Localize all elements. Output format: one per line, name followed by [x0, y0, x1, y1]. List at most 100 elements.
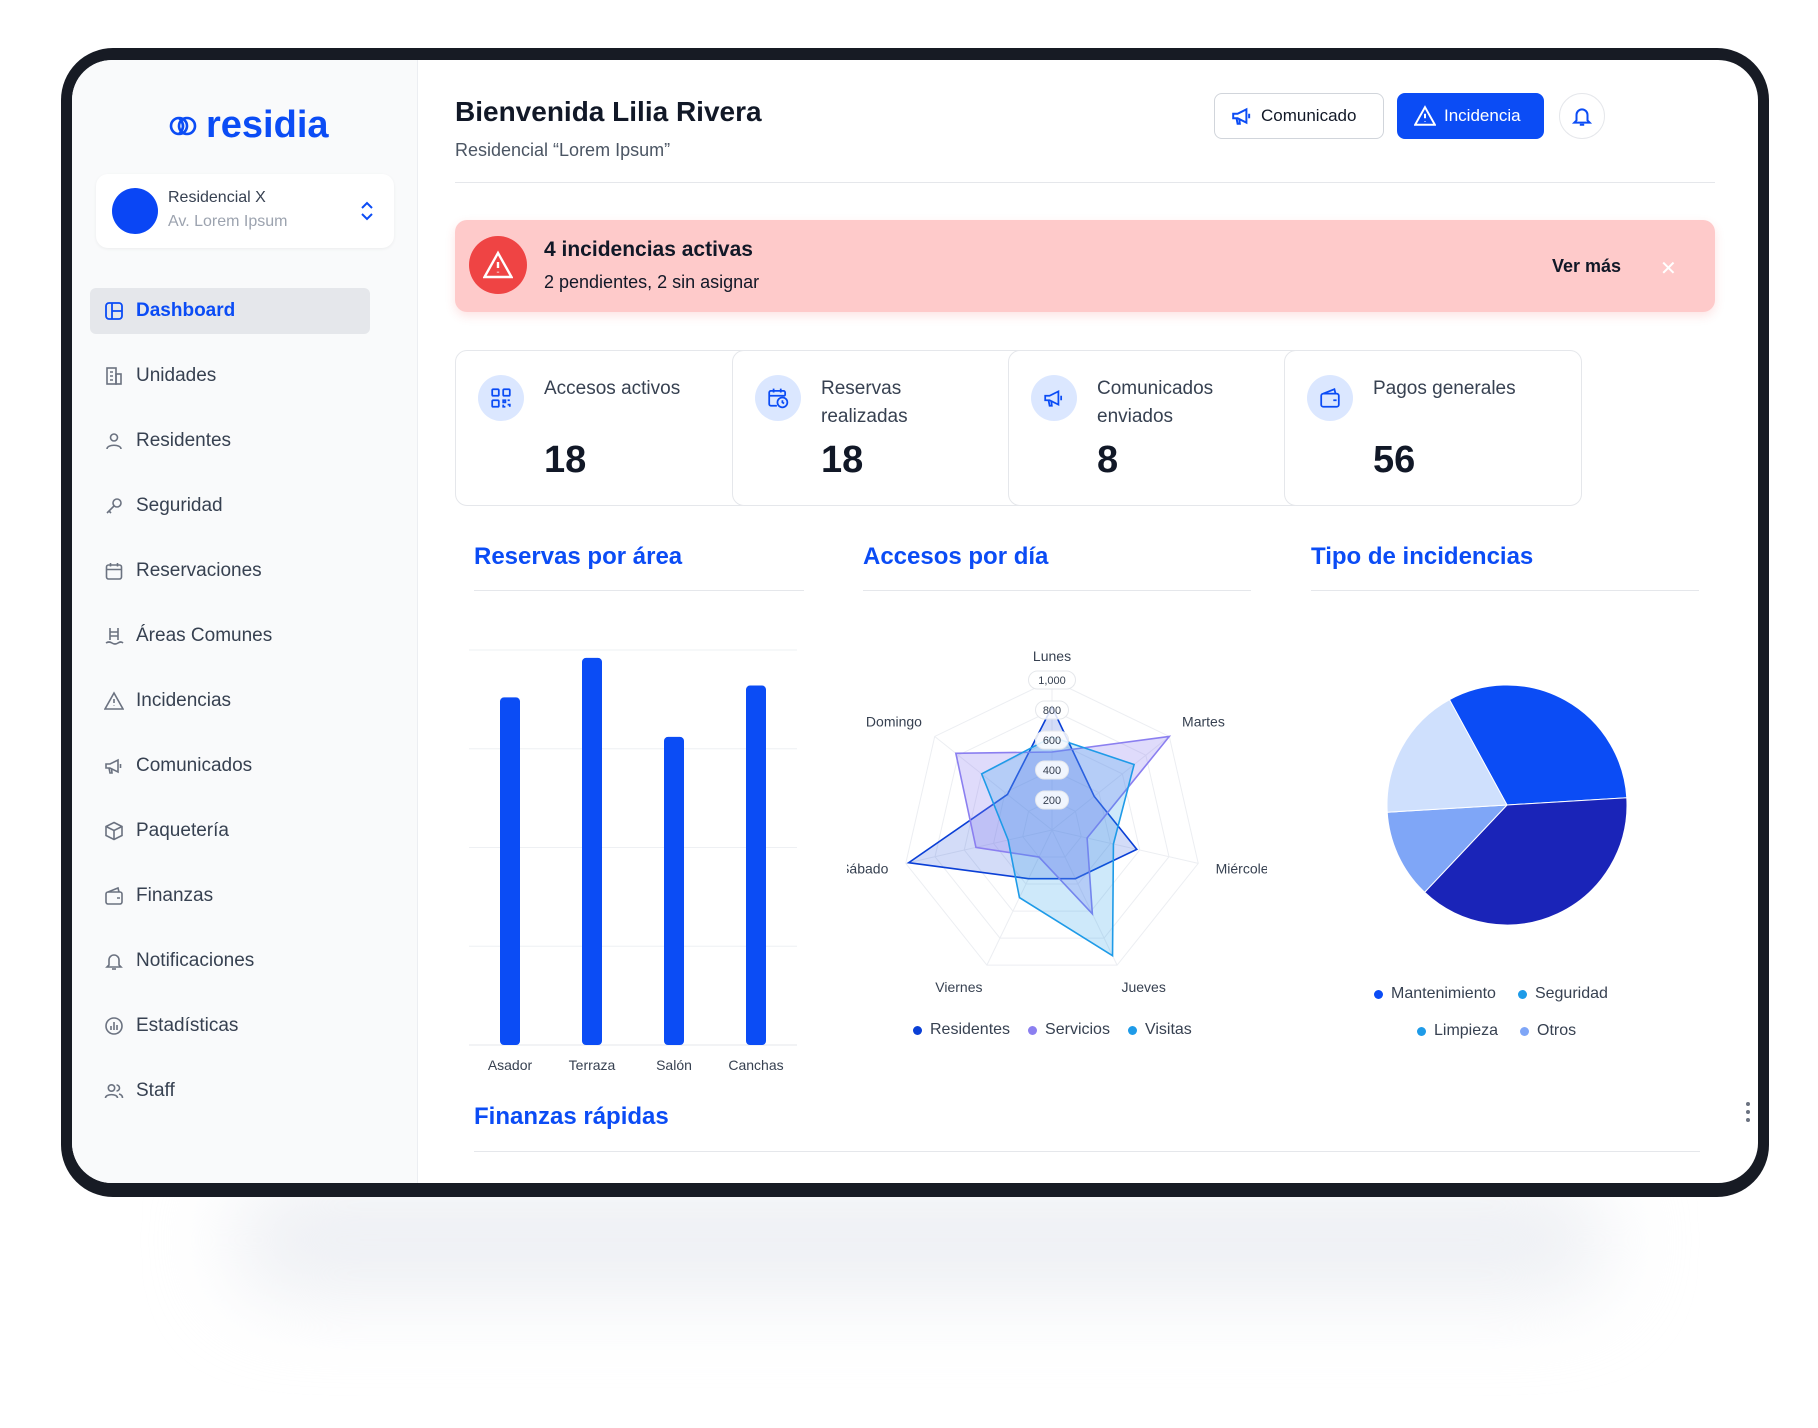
stat-value: 8: [1097, 439, 1119, 481]
sidebar-item-residentes[interactable]: Residentes: [90, 418, 370, 464]
qr-icon: [491, 388, 511, 408]
sidebar-item-label: Áreas Comunes: [136, 625, 273, 646]
radar-axis-label: Viernes: [935, 979, 982, 995]
radar-grid-ring: [934, 709, 1170, 939]
radial-tick-badge: [1028, 670, 1076, 690]
sidebar-item-reservaciones[interactable]: Reservaciones: [90, 548, 370, 594]
stat-label: Accesos activos: [544, 378, 681, 399]
radar-axis-label: Sábado: [847, 861, 889, 877]
radar-grid-ring: [963, 739, 1141, 912]
radial-tick-label: 600: [1043, 735, 1061, 747]
key-icon: [106, 498, 122, 514]
pie-chart-incidencias: [1386, 684, 1628, 926]
comunicado-button-label: Comunicado: [1261, 106, 1357, 125]
main-content: Bienvenida Lilia Rivera Residencial “Lor…: [417, 60, 1758, 1183]
alert-subtitle: 2 pendientes, 2 sin asignar: [544, 272, 760, 292]
pie-slice-seguridad: [1423, 797, 1628, 926]
legend-dot-mantenimiento: [1374, 989, 1383, 999]
wallet-icon: [1320, 388, 1340, 408]
residence-selector[interactable]: Residencial X Av. Lorem Ipsum: [96, 174, 394, 248]
radial-tick-label: 200: [1043, 795, 1061, 807]
radar-legend: Residentes Servicios Visitas: [913, 1021, 1192, 1039]
stat-card-reservas[interactable]: Reservas realizadas 18: [732, 350, 1030, 506]
radar-grid-ring: [1022, 799, 1082, 858]
radial-tick-badge: [1035, 700, 1069, 720]
legend-label-visitas: Visitas: [1144, 1021, 1192, 1038]
radar-series-visitas: [980, 736, 1136, 958]
bar-salón: [664, 736, 684, 1045]
close-icon[interactable]: ✕: [1660, 258, 1677, 280]
pie-legend-row1: Mantenimiento Seguridad: [1374, 985, 1608, 1003]
stat-label: Reservas realizadas: [821, 378, 908, 427]
building-icon: [106, 367, 122, 385]
legend-dot-residentes: [913, 1025, 922, 1035]
users-icon: [104, 1083, 124, 1099]
sidebar-item-label: Seguridad: [136, 495, 223, 516]
sidebar-item-areas-comunes[interactable]: Áreas Comunes: [90, 613, 370, 659]
sidebar-item-estadisticas[interactable]: Estadísticas: [90, 1003, 370, 1049]
bar-chart-reservas: Asador Terraza Salón Canchas: [469, 649, 797, 1073]
sidebar-item-seguridad[interactable]: Seguridad: [90, 483, 370, 529]
section-divider: [474, 1151, 1700, 1152]
warning-icon: [1414, 105, 1436, 126]
brand-logo[interactable]: residia: [168, 104, 329, 147]
sidebar-item-incidencias[interactable]: Incidencias: [90, 678, 370, 724]
sidebar-item-notificaciones[interactable]: Notificaciones: [90, 938, 370, 984]
sidebar-item-unidades[interactable]: Unidades: [90, 353, 370, 399]
section-title-reservas: Reservas por área: [474, 543, 683, 570]
radial-tick-badge: [1035, 730, 1069, 750]
stat-card-comunicados[interactable]: Comunicados enviados 8: [1008, 350, 1306, 506]
header-divider: [455, 182, 1715, 183]
sidebar-item-finanzas[interactable]: Finanzas: [90, 873, 370, 919]
incidencia-button-label: Incidencia: [1444, 106, 1521, 125]
stat-value: 18: [821, 439, 864, 481]
pie-legend-row2: Limpieza Otros: [1417, 1022, 1576, 1040]
x-tick-label: Terraza: [569, 1057, 616, 1073]
calendar-clock-icon: [768, 388, 789, 409]
bar-asador: [500, 697, 520, 1045]
chevron-updown-icon: [361, 201, 373, 221]
legend-label-otros: Otros: [1537, 1022, 1577, 1039]
residence-name: Residencial X: [168, 189, 266, 206]
sidebar-item-label: Unidades: [136, 365, 217, 386]
incidencia-button[interactable]: Incidencia: [1397, 93, 1544, 139]
brand-name: residia: [206, 104, 329, 146]
page-title: Bienvenida Lilia Rivera: [455, 96, 762, 127]
radar-spoke: [905, 829, 1053, 864]
sidebar-item-dashboard[interactable]: Dashboard: [90, 288, 370, 334]
pie-slice-otros: [1386, 699, 1508, 813]
legend-dot-seguridad: [1517, 989, 1527, 999]
stat-card-pagos[interactable]: Pagos generales 56: [1284, 350, 1582, 506]
radar-axis-label: Domingo: [866, 714, 922, 730]
legend-dot-limpieza: [1417, 1026, 1426, 1036]
x-tick-label: Canchas: [728, 1057, 783, 1073]
notifications-button[interactable]: [1559, 93, 1605, 139]
sidebar-item-label: Staff: [136, 1080, 175, 1101]
bar-terraza: [582, 657, 602, 1045]
radar-grid-ring: [992, 769, 1112, 885]
warning-icon: [483, 250, 513, 279]
stat-card-accesos[interactable]: Accesos activos 18: [455, 350, 753, 506]
sidebar-item-comunicados[interactable]: Comunicados: [90, 743, 370, 789]
package-icon: [105, 821, 123, 841]
sidebar-item-staff[interactable]: Staff: [90, 1068, 370, 1114]
residia-logo-icon: [169, 116, 197, 135]
stat-value: 56: [1373, 439, 1416, 481]
bell-icon: [105, 954, 123, 970]
sidebar: residia Residencial X Av. Lorem Ipsum Da…: [72, 60, 418, 1183]
sidebar-item-paqueteria[interactable]: Paquetería: [90, 808, 370, 854]
radial-tick-label: 400: [1043, 765, 1061, 777]
legend-label-residentes: Residentes: [930, 1021, 1011, 1038]
comunicado-button[interactable]: Comunicado: [1214, 93, 1384, 139]
calendar-icon: [105, 563, 123, 580]
app-screen: residia Residencial X Av. Lorem Ipsum Da…: [72, 60, 1758, 1183]
alert-see-more-link[interactable]: Ver más: [1552, 256, 1622, 276]
residence-address: Av. Lorem Ipsum: [168, 213, 288, 230]
more-options-icon[interactable]: [1743, 1100, 1753, 1124]
radar-series-residentes: [906, 705, 1139, 880]
page-subtitle: Residencial “Lorem Ipsum”: [455, 140, 671, 160]
radar-axis-label: Martes: [1182, 714, 1225, 730]
radar-axis-label: Lunes: [1033, 648, 1071, 664]
warning-icon: [104, 691, 124, 710]
stat-icon-circle: [1307, 375, 1353, 421]
